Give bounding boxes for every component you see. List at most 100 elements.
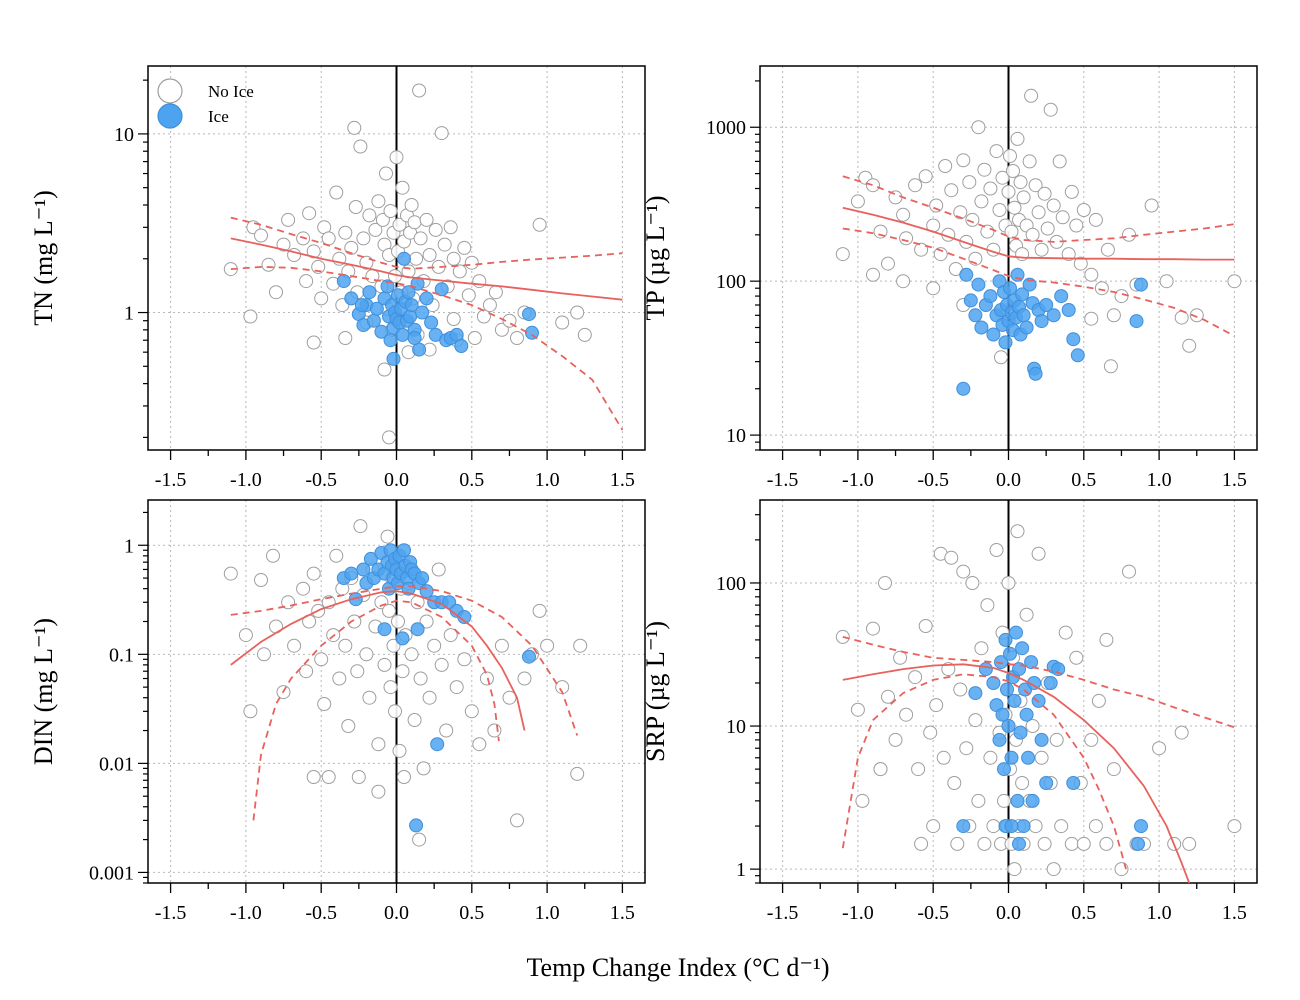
din-no-ice-point [416, 761, 431, 776]
panel-srp: -1.5 -1.0 -0.5 0.0 0.5 1.0 1.5 1 10 100 SRP (µg L⁻… [641, 499, 1258, 924]
srp-no-ice-point [956, 564, 971, 579]
tp-no-ice-point [1006, 164, 1020, 178]
din-no-ice-point [332, 671, 347, 686]
srp-no-ice-point [1152, 741, 1167, 756]
srp-no-ice-point [997, 793, 1011, 808]
tn-ice-point [354, 298, 369, 313]
tp-no-ice-point [994, 350, 1008, 365]
tp-ice-point [968, 308, 983, 323]
srp-no-ice-point [950, 836, 965, 851]
srp-ice-point [992, 732, 1007, 747]
tp-no-ice-point [866, 267, 880, 282]
tp-y-tick-label: 1000 [706, 117, 746, 139]
din-no-ice-point [457, 652, 472, 667]
din-no-ice-point [422, 690, 437, 705]
tn-ice-point [525, 325, 539, 340]
srp-y-tick-label: 100 [716, 573, 746, 595]
srp-no-ice-point [1028, 819, 1043, 834]
srp-no-ice-point [1054, 819, 1069, 834]
din-y-tick-label: 0.1 [109, 644, 134, 666]
din-no-ice-point [353, 519, 368, 534]
srp-no-ice-point [1025, 719, 1040, 733]
tp-no-ice-point [1106, 308, 1121, 323]
din-no-ice-point [413, 671, 428, 686]
srp-no-ice-point [1001, 576, 1016, 590]
tp-no-ice-point [956, 153, 971, 168]
tp-no-ice-point [1144, 198, 1159, 213]
tn-y-axis-label: TN (mg L⁻¹) [29, 190, 58, 326]
tp-no-ice-point [1004, 224, 1019, 239]
srp-ice-point [1043, 676, 1058, 690]
srp-no-ice-point [1084, 732, 1099, 747]
tn-ice-point [395, 327, 410, 342]
tp-y-tick-label: 100 [716, 271, 746, 293]
tn-no-ice-point [338, 225, 353, 240]
tp-ice-point [1034, 314, 1049, 329]
tn-no-ice-point [392, 217, 407, 232]
tn-ice-point [403, 309, 418, 324]
din-ice-point [363, 551, 378, 566]
tn-x-tick-label: -1.0 [230, 469, 262, 491]
tn-ice-point [386, 351, 401, 366]
tp-no-ice-point [1022, 154, 1037, 169]
din-x-tick-label: -1.0 [230, 902, 262, 924]
din-no-ice-point [377, 657, 392, 672]
din-no-ice-point [238, 628, 253, 643]
din-no-ice-point [382, 603, 396, 618]
srp-x-tick-label: 1.0 [1147, 902, 1172, 924]
tn-x-tick-label: -1.5 [155, 469, 187, 491]
srp-no-ice-point [1114, 862, 1129, 877]
srp-no-ice-point [873, 762, 888, 777]
srp-no-ice-point [1106, 762, 1121, 777]
tp-no-ice-point [938, 159, 953, 173]
tn-no-ice-point [428, 222, 443, 237]
srp-ice-point [1016, 819, 1031, 834]
tn-no-ice-point [379, 166, 393, 181]
tn-no-ice-point [389, 150, 404, 165]
din-no-ice-point [338, 638, 353, 653]
tp-ice-point [1028, 366, 1043, 381]
legend-ice-label: Ice [208, 107, 229, 126]
tn-no-ice-point [383, 204, 398, 218]
srp-no-ice-point [944, 550, 959, 565]
srp-ice-point [1010, 793, 1025, 808]
tp-no-ice-point [989, 144, 1004, 159]
din-ice-point [344, 566, 359, 581]
srp-no-ice-point [1069, 650, 1084, 665]
srp-ice-point [956, 819, 971, 834]
tp-x-tick-label: 1.5 [1222, 469, 1247, 491]
srp-no-ice-point [1174, 725, 1189, 740]
din-ice-point [419, 584, 434, 599]
tn-no-ice-point [371, 194, 386, 209]
srp-no-ice-point [1099, 632, 1114, 647]
tn-x-tick-label: 1.0 [535, 469, 560, 491]
tp-y-axis-label: TP (µg L⁻¹) [641, 195, 670, 320]
srp-no-ice-point [926, 819, 941, 834]
srp-no-ice-point [1010, 524, 1025, 539]
tp-ice-point [1070, 348, 1085, 363]
din-no-ice-point [223, 566, 238, 581]
srp-no-ice-point [911, 762, 926, 777]
tn-ice-point [383, 333, 398, 348]
srp-no-ice-point [1034, 750, 1049, 765]
srp-no-ice-point [936, 750, 951, 765]
tp-no-ice-point [1025, 227, 1040, 242]
tp-ice-point [971, 277, 986, 292]
din-no-ice-point [397, 770, 411, 784]
tn-no-ice-point [419, 212, 434, 227]
panel-tn: -1.5 -1.0 -0.5 0.0 0.5 1.0 1.5 1 10 TN (mg L⁻¹) [29, 65, 646, 491]
din-no-ice-point [439, 723, 454, 738]
din-ice-point [415, 571, 430, 586]
srp-ice-point [1004, 750, 1019, 765]
tp-ice-point [1066, 332, 1081, 347]
din-no-ice-point [464, 704, 479, 719]
tp-no-ice-point [1001, 184, 1016, 199]
tn-no-ice-point [299, 274, 314, 289]
panel-tp: -1.5 -1.0 -0.5 0.0 0.5 1.0 1.5 10 100 1000 TP (µg … [641, 65, 1258, 491]
tn-no-ice-point [434, 126, 449, 141]
srp-ice-point [1007, 693, 1022, 708]
tn-no-ice-point [476, 309, 491, 324]
srp-no-ice-point [1088, 819, 1103, 834]
panel-din: -1.5 -1.0 -0.5 0.0 0.5 1.0 1.5 0.001 0.01 0.1 1 DIN… [29, 499, 646, 924]
